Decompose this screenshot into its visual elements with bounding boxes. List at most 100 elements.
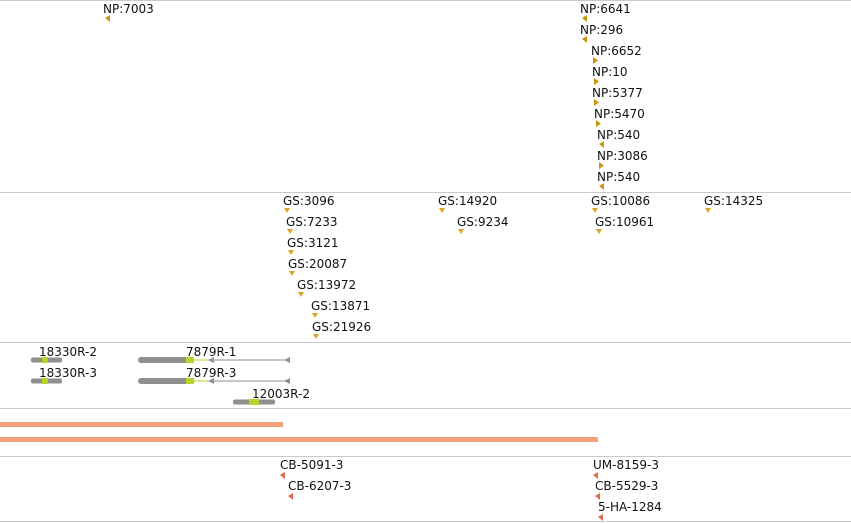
gs-feature[interactable]: GS:20087 [288, 257, 347, 271]
gs-feature[interactable]: GS:13871 [311, 299, 370, 313]
gs-feature-label: GS:14920 [438, 194, 497, 208]
np-feature-marker [596, 120, 601, 127]
cb-feature[interactable]: CB-5529-3 [595, 479, 658, 500]
gs-feature-label: GS:21926 [312, 320, 371, 334]
gs-feature-marker [596, 229, 602, 234]
gs-feature[interactable]: GS:21926 [312, 320, 371, 334]
gene-model[interactable]: 18330R-3 [31, 366, 97, 384]
gene-exon [42, 357, 48, 363]
np-feature[interactable]: NP:6641 [580, 2, 631, 22]
np-feature-label: NP:5377 [592, 86, 643, 100]
gs-feature-marker [298, 292, 304, 297]
cb-feature-label: CB-5091-3 [280, 458, 343, 472]
np-feature-label: NP:3086 [597, 149, 648, 163]
np-feature-label: NP:296 [580, 23, 623, 37]
np-feature-label: NP:5470 [594, 107, 645, 121]
gs-feature-label: GS:13972 [297, 278, 356, 292]
np-feature-label: NP:540 [597, 170, 640, 184]
np-feature-label: NP:7003 [103, 2, 154, 16]
np-feature-marker [593, 57, 598, 64]
gene-model[interactable]: 18330R-2 [31, 345, 97, 363]
cb-feature-marker [598, 514, 603, 521]
gs-feature[interactable]: GS:14920 [438, 194, 497, 208]
cb-feature-marker [288, 493, 293, 500]
cb-feature-marker [595, 493, 600, 500]
cb-feature-label: CB-5529-3 [595, 479, 658, 493]
gs-feature-marker [592, 208, 598, 213]
np-feature[interactable]: NP:7003 [103, 2, 154, 22]
gs-feature-marker [705, 208, 711, 213]
gene-exon [42, 378, 48, 384]
np-feature[interactable]: NP:10 [592, 65, 628, 85]
np-feature[interactable]: NP:540 [597, 128, 640, 148]
np-feature-marker [599, 162, 604, 169]
np-feature-marker [594, 78, 599, 85]
np-feature[interactable]: NP:6652 [591, 44, 642, 64]
coverage-bar[interactable] [0, 422, 283, 427]
np-feature[interactable]: NP:5470 [594, 107, 645, 127]
gene-end-arrow-icon [284, 357, 290, 363]
cb-feature[interactable]: 5-HA-1284 [598, 500, 662, 521]
gene-end-arrow-icon [284, 378, 290, 384]
cb-feature[interactable]: UM-8159-3 [593, 458, 659, 479]
gene-strand-arrow-icon [208, 357, 214, 363]
gene-label: 7879R-3 [186, 366, 236, 380]
np-feature-marker [599, 183, 604, 190]
gs-feature[interactable]: GS:10961 [595, 215, 654, 229]
np-feature[interactable]: NP:540 [597, 170, 640, 190]
gs-feature-label: GS:7233 [286, 215, 338, 229]
gs-feature-marker [287, 229, 293, 234]
np-feature-label: NP:540 [597, 128, 640, 142]
gs-feature-label: GS:13871 [311, 299, 370, 313]
gs-feature[interactable]: GS:3096 [283, 194, 335, 208]
gs-feature-marker [289, 271, 295, 276]
gs-feature[interactable]: GS:13972 [297, 278, 356, 292]
np-feature[interactable]: NP:296 [580, 23, 623, 43]
gene-label: 12003R-2 [252, 387, 310, 401]
np-feature-label: NP:6652 [591, 44, 642, 58]
gs-feature-label: GS:3121 [287, 236, 339, 250]
gene-label: 18330R-2 [39, 345, 97, 359]
gs-feature-marker [458, 229, 464, 234]
gene-strand-arrow-icon [208, 378, 214, 384]
np-feature-marker [599, 141, 604, 148]
gs-feature-label: GS:10961 [595, 215, 654, 229]
gs-track: GS:3096 GS:7233 GS:3121 GS:20087 GS:13972 GS:… [283, 194, 763, 339]
gene-coding-body [138, 357, 194, 363]
gene-model[interactable]: 7879R-3 [138, 366, 290, 384]
gs-feature-marker [439, 208, 445, 213]
np-feature[interactable]: NP:5377 [592, 86, 643, 106]
gene-exon [186, 357, 194, 363]
np-feature-label: NP:10 [592, 65, 628, 79]
gs-feature-marker [313, 334, 319, 339]
gs-feature-label: GS:9234 [457, 215, 509, 229]
gene-exon [249, 399, 259, 405]
coverage-bar[interactable] [0, 437, 598, 442]
gs-feature-label: GS:14325 [704, 194, 763, 208]
gs-feature[interactable]: GS:3121 [287, 236, 339, 250]
gs-feature[interactable]: GS:7233 [286, 215, 338, 229]
gs-feature-marker [312, 313, 318, 318]
cb-feature[interactable]: CB-5091-3 [280, 458, 343, 479]
gene-track: 18330R-2 18330R-3 7879R-1 7879R-3 12003R-2 [31, 345, 310, 405]
gene-label: 18330R-3 [39, 366, 97, 380]
gs-feature[interactable]: GS:14325 [704, 194, 763, 208]
gene-model[interactable]: 12003R-2 [233, 387, 310, 405]
gs-feature-marker [284, 208, 290, 213]
gs-feature-label: GS:20087 [288, 257, 347, 271]
gs-feature-label: GS:10086 [591, 194, 650, 208]
np-feature-marker [594, 99, 599, 106]
cb-feature-label: UM-8159-3 [593, 458, 659, 472]
cb-track: CB-5091-3 CB-6207-3 UM-8159-3 CB-5529-3 5-HA… [280, 458, 662, 521]
gs-feature[interactable]: GS:10086 [591, 194, 650, 208]
gs-feature[interactable]: GS:9234 [457, 215, 509, 229]
cb-feature-marker [280, 472, 285, 479]
np-feature-marker [582, 15, 587, 22]
np-feature-marker [582, 36, 587, 43]
np-feature-marker [105, 15, 110, 22]
cb-feature[interactable]: CB-6207-3 [288, 479, 351, 500]
np-feature[interactable]: NP:3086 [597, 149, 648, 169]
gene-model[interactable]: 7879R-1 [138, 345, 290, 363]
coverage-bar-track [0, 422, 598, 442]
